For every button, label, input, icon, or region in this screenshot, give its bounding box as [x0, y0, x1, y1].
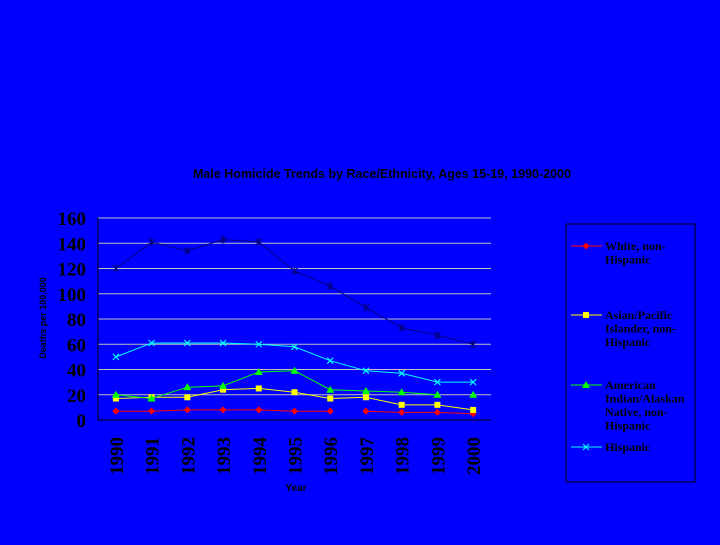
data-point [255, 237, 263, 246]
data-point [291, 343, 298, 351]
data-point [326, 385, 335, 393]
y-tick-label: 40 [67, 361, 86, 382]
series-3 [112, 339, 477, 386]
chart-title: Male Homicide Trends by Race/Ethnicity, … [193, 167, 571, 181]
data-point [362, 394, 369, 401]
data-point [147, 394, 156, 402]
data-point [469, 390, 478, 398]
y-tick-label: 80 [67, 310, 86, 331]
data-point [219, 406, 227, 414]
data-point [255, 406, 263, 414]
legend-label: American Indian/Alaskan Native, non-Hispan… [605, 378, 685, 433]
y-axis-label: Deaths per 100,000 [38, 277, 48, 359]
data-point [361, 386, 370, 394]
legend-label: Hispanic [605, 440, 651, 454]
data-point [112, 395, 119, 402]
data-point [219, 235, 227, 244]
data-point [433, 331, 441, 340]
data-point [469, 378, 477, 386]
legend: White, non-Hispanic Asian/Pacific Islander… [571, 239, 685, 454]
x-tick-label: 1993 [214, 437, 235, 475]
data-point [582, 242, 590, 250]
data-point [148, 237, 156, 246]
data-point [398, 369, 406, 377]
x-tick-label: 1997 [357, 437, 378, 476]
data-point [583, 312, 589, 318]
legend-entry: Hispanic [571, 440, 651, 454]
data-point [111, 390, 120, 398]
y-tick-label: 140 [58, 234, 87, 255]
data-point [433, 408, 441, 416]
y-tick-label: 120 [58, 260, 87, 281]
legend-entry: Asian/Pacific Islander, non-Hispanic [571, 308, 676, 349]
data-point [582, 443, 590, 451]
data-point [219, 339, 227, 347]
y-tick-label: 20 [67, 386, 86, 407]
data-point [434, 401, 441, 408]
data-point [112, 264, 120, 273]
x-tick-label: 2000 [464, 437, 485, 475]
y-tick-label: 160 [58, 209, 87, 230]
x-tick-label: 1994 [250, 437, 271, 476]
data-point [469, 340, 477, 349]
data-point [148, 407, 156, 415]
data-point [326, 282, 334, 291]
legend-box [565, 223, 696, 483]
data-point [219, 381, 228, 389]
data-point [291, 389, 298, 396]
data-point [397, 388, 406, 396]
legend-label: Asian/Pacific Islander, non-Hispanic [605, 308, 676, 349]
data-point [326, 407, 334, 415]
x-tick-label: 1998 [393, 437, 414, 475]
x-tick-label: 1991 [143, 437, 164, 475]
data-point [291, 407, 298, 415]
x-tick-label: 1990 [107, 437, 128, 475]
data-point [220, 386, 227, 393]
data-point [326, 357, 334, 365]
data-point [255, 340, 263, 348]
data-point [183, 246, 191, 255]
y-axis: 0 20 40 60 80 100 120 140 160 [58, 209, 99, 432]
data-point [255, 385, 262, 392]
data-point [184, 394, 191, 401]
x-axis-label: Year [285, 483, 306, 494]
x-tick-label: 1992 [178, 437, 199, 475]
y-tick-label: 100 [58, 285, 87, 306]
legend-entry: American Indian/Alaskan Native, non-Hispan… [571, 378, 685, 433]
data-point [362, 303, 370, 312]
series-0 [112, 406, 477, 418]
data-point [470, 406, 477, 413]
x-tick-label: 1995 [286, 437, 307, 475]
data-point [398, 401, 405, 408]
data-point [291, 267, 298, 276]
y-tick-label: 60 [67, 335, 86, 356]
series-2 [111, 366, 478, 402]
data-point [398, 323, 406, 332]
data-point [327, 395, 334, 402]
legend-entry: White, non-Hispanic [571, 239, 666, 267]
series-layer [111, 235, 478, 418]
data-point [433, 390, 442, 398]
y-tick-label: 0 [77, 411, 87, 432]
data-point [183, 406, 191, 414]
data-point [183, 383, 192, 391]
data-point [398, 408, 406, 416]
x-tick-label: 1999 [428, 437, 449, 475]
x-tick-label: 1996 [321, 437, 342, 475]
data-point [433, 378, 441, 386]
data-point [582, 381, 590, 388]
series-4 [112, 235, 477, 349]
data-point [362, 407, 370, 415]
data-point [254, 368, 263, 376]
data-point [112, 353, 120, 361]
data-point [112, 407, 120, 415]
data-point [183, 339, 191, 347]
legend-label: White, non-Hispanic [605, 239, 666, 267]
data-point [290, 366, 299, 374]
data-point [362, 367, 370, 375]
data-point [148, 339, 156, 347]
x-axis: 1990 1991 1992 1993 1994 1995 1996 1997 1998 1999… [98, 419, 491, 476]
